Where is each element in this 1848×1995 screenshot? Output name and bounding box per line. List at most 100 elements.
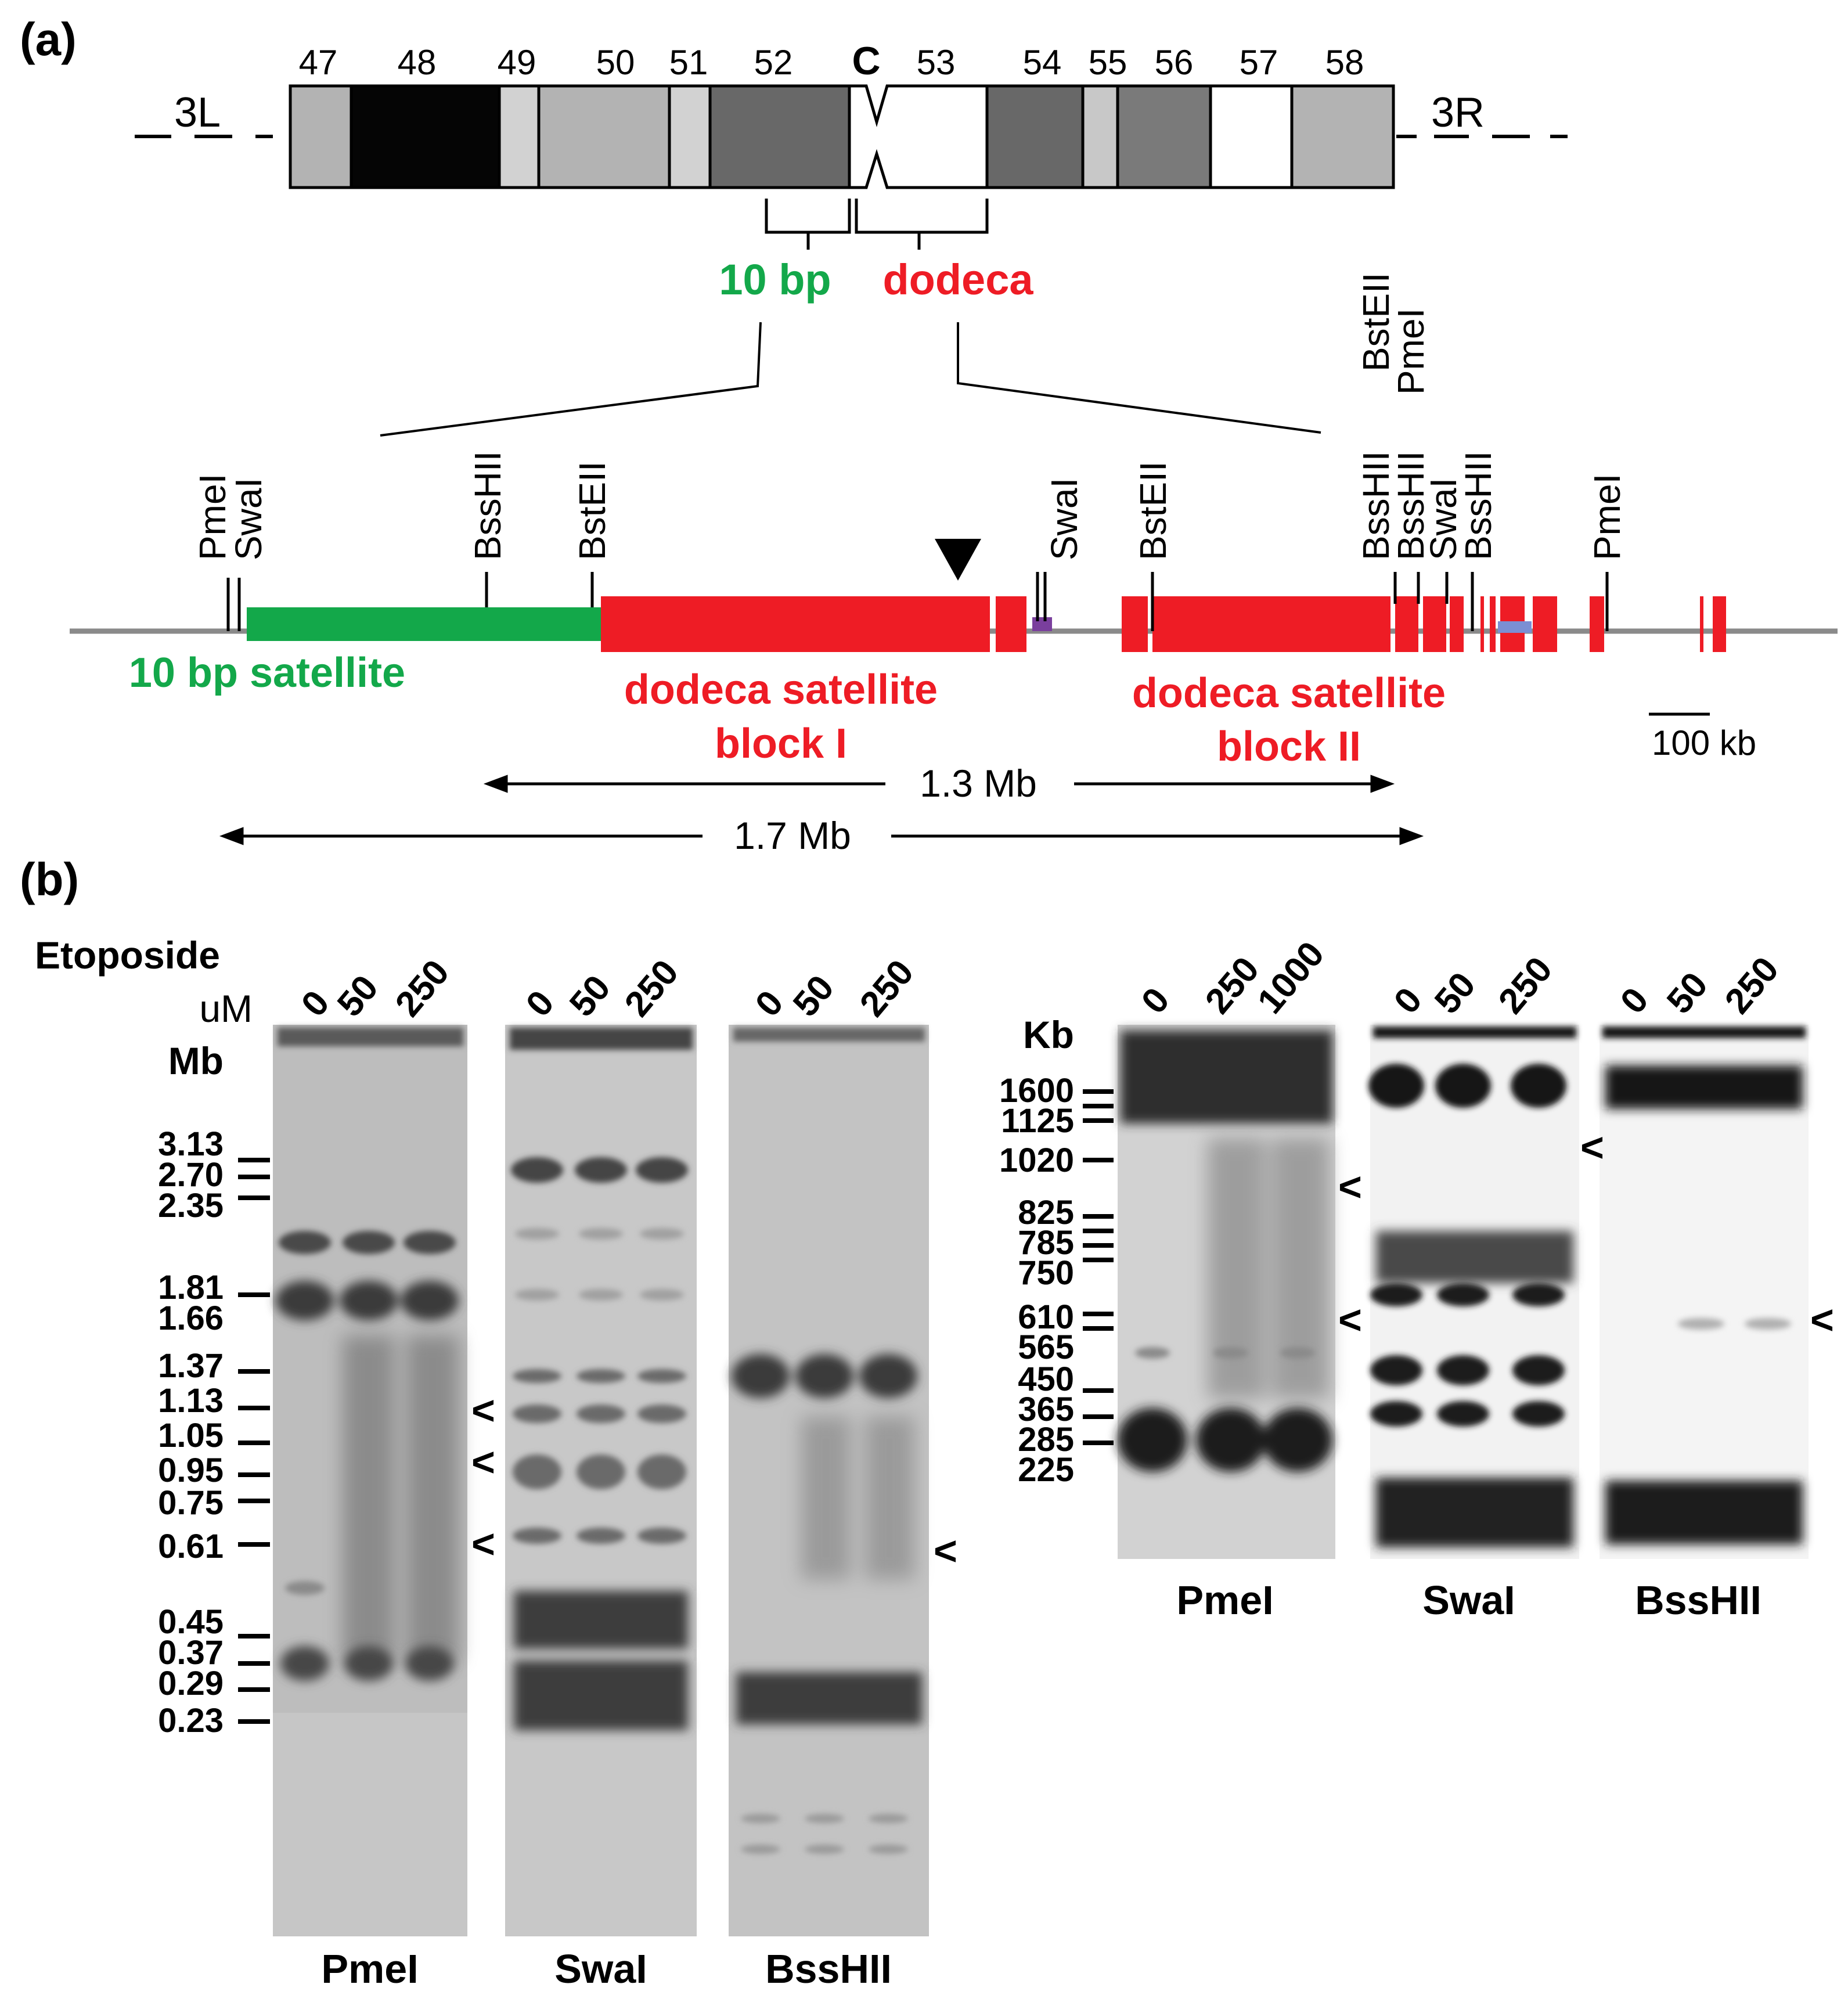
kb-marker-label: 285 [1018,1421,1074,1459]
concentration-label: 50 [562,968,618,1024]
gel-enzyme-label: PmeI [1176,1578,1273,1623]
site-label: BssHII [467,451,509,560]
kb-marker-label: 365 [1018,1391,1074,1428]
mb-marker-label: 1.13 [158,1382,224,1420]
band-arrow-marker: < [934,1528,957,1573]
restriction-map: PmeI SwaI BssHII BstEII SwaI BstEII BssH… [70,272,1838,652]
gel-band [344,1646,393,1681]
band-label: 52 [754,43,793,82]
centromere-label: C [852,39,880,83]
mb-marker-label: 0.23 [158,1702,224,1740]
dodeca-fragment [996,596,1026,652]
unit-um-label: uM [199,987,253,1030]
concentration-label: 0 [294,983,337,1024]
gel-enzyme-label: SwaI [1422,1578,1515,1623]
gel-band [1605,1065,1803,1109]
band-arrow-marker: < [1338,1297,1362,1342]
gel-pmei-kb [1118,1025,1335,1559]
site-label: PmeI [192,474,233,560]
gel-band [1263,1408,1332,1472]
gel-band [1678,1318,1724,1330]
mb-marker-label: 1.37 [158,1347,224,1385]
gel-band [1370,1401,1422,1427]
band-arrow-marker: < [1580,1125,1604,1170]
gel-band [869,1814,908,1823]
bracket-10bp [765,199,851,250]
gel-band [741,1845,780,1854]
bracket-dodeca [855,199,989,250]
gel-well [278,1028,463,1046]
gel-band [1118,1408,1187,1472]
gel-band [1745,1318,1791,1330]
concentration-label: 0 [1386,980,1430,1021]
gel-band [1512,1355,1565,1385]
dodeca-fragment [1713,596,1726,652]
gel-smear [801,1417,851,1579]
satellite-10bp-block [247,607,601,641]
arrowhead-icon [219,827,244,845]
unit-kb-label: Kb [1023,1013,1074,1056]
band-label: 56 [1155,43,1194,82]
gel-band [279,1231,331,1254]
concentration-label: 50 [1659,965,1716,1021]
gel-band [513,1405,561,1423]
gel-band [805,1845,844,1854]
site-label: PmeI [1586,474,1628,560]
concentration-label: 50 [330,968,386,1024]
gel-band [515,1289,559,1301]
gel-band [401,1281,459,1320]
dodeca-fragment [1490,596,1496,652]
dodeca-fragment [1590,596,1604,652]
bracket-10bp-label: 10 bp [719,255,831,304]
mb-marker-label: 0.29 [158,1665,224,1702]
gel-band [732,1354,790,1398]
site-label: PmeI [1390,308,1432,395]
band-48 [350,84,501,189]
dodeca-fragment [1700,596,1703,652]
gel-band [1213,1347,1248,1359]
concentration-label: 0 [748,983,791,1024]
band-58 [1290,84,1395,189]
kb-marker-label: 565 [1018,1328,1074,1366]
concentration-label: 250 [852,952,921,1024]
gel-band [577,1405,625,1423]
mb-marker-label: 1.05 [158,1417,224,1454]
gel-band [1196,1408,1266,1472]
site-label: SwaI [1043,478,1085,560]
dodeca-fragment [1450,596,1464,652]
band-arrow-marker: < [1810,1297,1834,1342]
gel-band [515,1228,559,1240]
gel-band [795,1354,853,1398]
gel-band [869,1845,908,1854]
gel-band [514,1661,688,1730]
zoom-line-right [957,322,1321,434]
gel-well [1373,1027,1576,1038]
gel-band [1435,1064,1491,1108]
band-label: 55 [1089,43,1127,82]
gel-well [510,1028,693,1050]
concentration-label: 50 [1427,965,1483,1021]
mb-marker-label: 3.13 [158,1125,224,1163]
band-label: 47 [299,43,338,82]
breakpoint-triangle-icon [935,539,981,581]
gel-pmei-mb [273,1025,467,1936]
mb-marker-label: 0.37 [158,1634,224,1672]
gel-band [736,1672,922,1724]
block2-label-line2: block II [1217,723,1361,770]
gel-band [343,1231,395,1254]
gel-band [579,1289,623,1301]
gel-band [805,1814,844,1823]
gel-band [640,1289,684,1301]
kb-marker-label: 1020 [999,1141,1074,1179]
concentration-label: 250 [1491,949,1560,1021]
kb-marker-label: 225 [1018,1451,1074,1489]
dodeca-fragment [1122,596,1148,652]
gel-band [513,1528,561,1544]
mb-marker-label: 2.35 [158,1187,224,1225]
gel-band [404,1231,456,1254]
band-56 [1116,84,1212,189]
gel-band [637,1528,686,1544]
site-label: BssHII [1457,451,1499,560]
concentration-label: 0 [518,983,562,1024]
gel-smear [406,1335,459,1661]
